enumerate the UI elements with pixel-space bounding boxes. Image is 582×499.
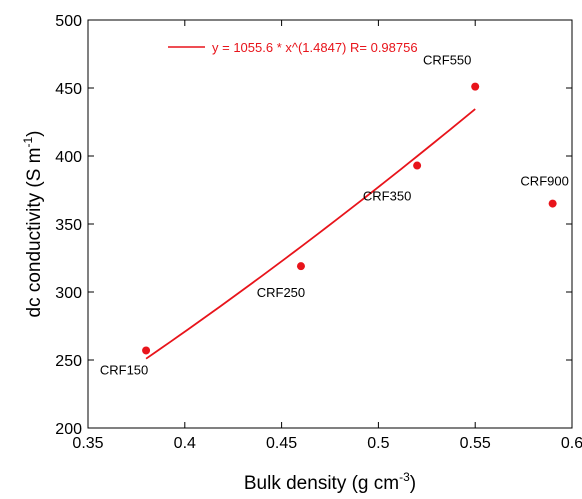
point-labels: CRF150 CRF250 CRF350 CRF550 CRF900 [100, 53, 569, 378]
point-label: CRF250 [257, 285, 305, 300]
y-tick-label: 200 [55, 421, 82, 438]
y-tick-label: 350 [55, 217, 82, 234]
point-label: CRF350 [363, 189, 411, 204]
data-points [142, 82, 557, 355]
y-tick-label: 500 [55, 13, 82, 30]
fit-layer [145, 108, 476, 360]
x-tick-label: 0.45 [266, 435, 297, 452]
y-tick-label: 300 [55, 285, 82, 302]
point-label: CRF550 [423, 53, 471, 68]
x-tick-label: 0.4 [174, 435, 196, 452]
legend: y = 1055.6 * x^(1.4847) R= 0.98756 [168, 40, 418, 55]
x-tick-label: 0.6 [561, 435, 582, 452]
data-point [413, 161, 422, 170]
x-tick-label: 0.35 [72, 435, 103, 452]
x-axis-title: Bulk density (g cm-3) [244, 470, 416, 494]
point-label: CRF900 [520, 174, 568, 189]
y-tick-label: 250 [55, 353, 82, 370]
data-point [548, 199, 557, 208]
y-tick-label: 400 [55, 149, 82, 166]
x-axis: 0.35 0.4 0.45 0.5 0.55 0.6 [72, 20, 582, 452]
x-tick-label: 0.55 [460, 435, 491, 452]
data-point [471, 82, 480, 91]
data-point [296, 262, 305, 271]
y-axis-title: dc conductivity (S m-1) [21, 131, 45, 318]
x-tick-label: 0.5 [367, 435, 389, 452]
legend-fit-text: y = 1055.6 * x^(1.4847) R= 0.98756 [212, 40, 418, 55]
y-tick-label: 450 [55, 81, 82, 98]
fit-curve [145, 108, 476, 360]
data-point [142, 346, 151, 355]
point-label: CRF150 [100, 362, 148, 377]
y-axis: 200 250 300 350 400 450 500 [55, 13, 572, 438]
